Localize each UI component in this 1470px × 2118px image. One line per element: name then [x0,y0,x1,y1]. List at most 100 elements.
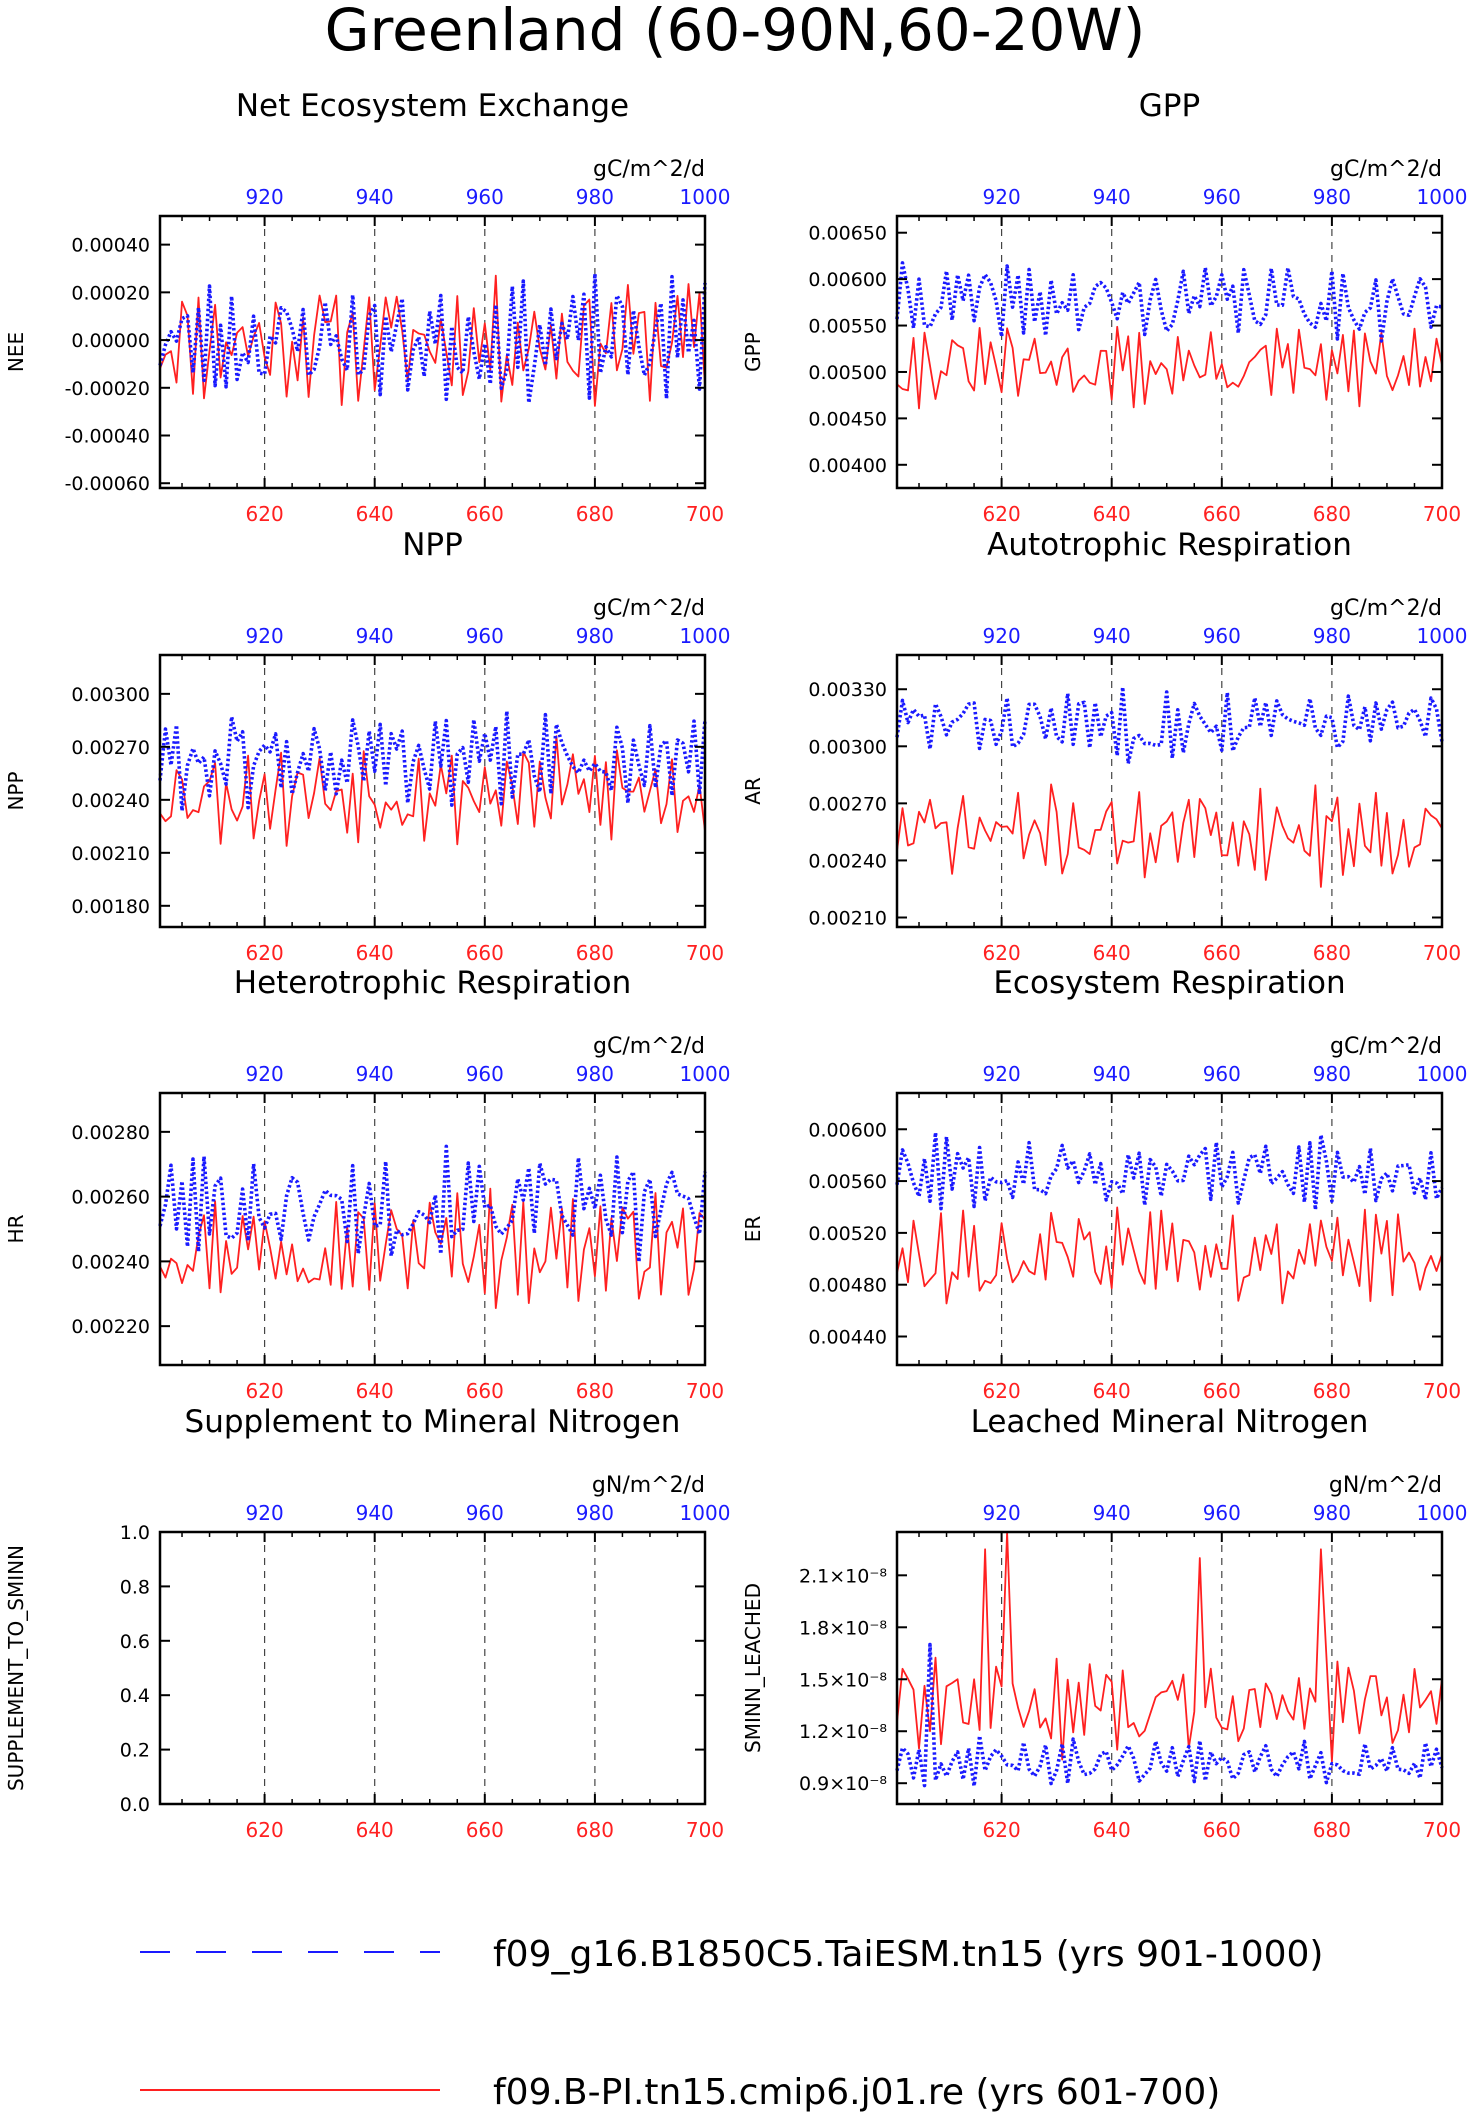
top-x-tick-label: 920 [246,1501,284,1525]
plot-frame [895,1530,1444,1806]
y-tick-label: 0.00330 [808,679,887,701]
y-tick-label: 0.00500 [808,362,887,384]
y-tick-label: 0.00440 [808,1327,887,1349]
y-tick-label: 0.8 [120,1576,150,1598]
y-tick-label: 0.6 [120,1631,150,1653]
y-tick-label: 0.00220 [71,1316,150,1338]
top-x-tick-label: 920 [983,1062,1021,1086]
panel-title: Net Ecosystem Exchange [236,88,629,124]
x-tick-label: 620 [246,941,284,965]
y-tick-label: 2.1×10⁻⁸ [799,1565,887,1587]
y-axis-label: AR [741,777,765,805]
top-x-tick-label: 940 [356,1062,394,1086]
series-line [895,1130,1444,1212]
top-x-tick-label: 980 [1313,624,1351,648]
x-tick-label: 660 [466,1818,504,1842]
y-tick-label: 0.00400 [808,455,887,477]
top-x-tick-label: 1000 [680,1062,731,1086]
series-line [896,1206,1443,1305]
x-tick-label: 620 [246,502,284,526]
y-tick-label: 0.00520 [808,1223,887,1245]
x-tick-label: 680 [1313,1818,1351,1842]
y-axis-label: HR [4,1214,28,1243]
top-x-tick-label: 940 [1093,1062,1131,1086]
x-tick-label: 660 [1203,502,1241,526]
top-x-tick-label: 960 [466,1062,504,1086]
panel-title: Heterotrophic Respiration [234,965,631,1001]
y-axis-label: NEE [4,332,28,372]
top-x-tick-label: 980 [576,1501,614,1525]
top-x-tick-label: 960 [466,1501,504,1525]
top-x-tick-label: 920 [246,1062,284,1086]
x-tick-label: 640 [356,1379,394,1403]
y-tick-label: -0.00040 [65,426,150,448]
top-x-tick-label: 1000 [1417,1501,1468,1525]
top-x-tick-label: 940 [1093,624,1131,648]
x-tick-label: 620 [246,1379,284,1403]
y-tick-label: 0.00270 [808,793,887,815]
plot-frame [158,214,707,490]
y-tick-label: 0.00560 [808,1171,887,1193]
y-tick-label: 0.00280 [71,1122,150,1144]
legend-label: f09_g16.B1850C5.TaiESM.tn15 (yrs 901-100… [493,1934,1323,1975]
top-x-tick-label: 960 [1203,185,1241,209]
x-tick-label: 660 [1203,941,1241,965]
plot-frame [895,1091,1444,1367]
y-tick-label: 0.00240 [71,1251,150,1273]
panel-title: Supplement to Mineral Nitrogen [185,1404,681,1440]
chart-panel: Leached Mineral Nitrogen gN/m^2/d SMINN_LE… [741,1404,1467,1842]
x-tick-label: 680 [576,941,614,965]
y-tick-label: 0.00240 [71,790,150,812]
x-tick-label: 700 [1423,502,1461,526]
x-tick-label: 640 [1093,941,1131,965]
x-tick-label: 660 [1203,1818,1241,1842]
top-x-tick-label: 1000 [680,1501,731,1525]
y-tick-label: -0.00020 [65,378,150,400]
units-label: gC/m^2/d [1330,596,1442,621]
panel-title: Leached Mineral Nitrogen [971,1404,1369,1440]
y-tick-label: 1.5×10⁻⁸ [799,1669,887,1691]
series-line [159,1187,706,1309]
y-tick-label: 0.00480 [808,1275,887,1297]
units-label: gC/m^2/d [593,157,705,182]
units-label: gN/m^2/d [1329,1473,1442,1498]
top-x-tick-label: 960 [466,624,504,648]
top-x-tick-label: 960 [466,185,504,209]
y-tick-label: 0.00210 [808,907,887,929]
page-title: Greenland (60-90N,60-20W) [325,0,1146,64]
series-line [158,1144,707,1264]
y-axis-label: NPP [4,771,28,810]
top-x-tick-label: 940 [356,624,394,648]
chart-panel: Heterotrophic Respiration gC/m^2/d HR 0.002… [4,965,730,1403]
top-x-tick-label: 940 [1093,185,1131,209]
y-tick-label: 0.00020 [71,282,150,304]
y-tick-label: 0.00180 [71,896,150,918]
y-axis-label: SMINN_LEACHED [741,1583,765,1753]
x-tick-label: 700 [686,502,724,526]
top-x-tick-label: 920 [246,624,284,648]
x-tick-label: 620 [246,1818,284,1842]
y-axis-label: SUPPLEMENT_TO_SMINN [4,1545,28,1791]
y-tick-label: 0.00270 [71,737,150,759]
x-tick-label: 680 [1313,941,1351,965]
y-tick-label: 0.00240 [808,850,887,872]
series-line [895,1642,1444,1788]
top-x-tick-label: 980 [576,185,614,209]
y-tick-label: -0.00060 [65,473,150,495]
series-line [896,783,1443,888]
x-tick-label: 620 [983,941,1021,965]
top-x-tick-label: 940 [356,185,394,209]
y-axis-label: GPP [741,332,765,372]
top-x-tick-label: 980 [576,624,614,648]
top-x-tick-label: 1000 [680,185,731,209]
series-line [896,1531,1443,1763]
chart-panel: Net Ecosystem Exchange gC/m^2/d NEE 0.00040… [4,88,730,526]
panel-title: NPP [402,527,463,563]
top-x-tick-label: 960 [1203,1501,1241,1525]
y-tick-label: 0.00550 [808,316,887,338]
x-tick-label: 680 [1313,502,1351,526]
chart-panel: Supplement to Mineral Nitrogen gN/m^2/d SU… [4,1404,730,1842]
x-tick-label: 700 [1423,1379,1461,1403]
y-tick-label: 0.9×10⁻⁸ [799,1773,887,1795]
